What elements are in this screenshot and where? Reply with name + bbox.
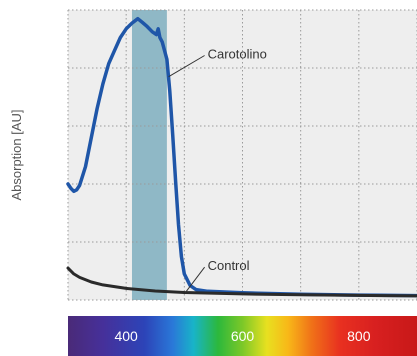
y-axis-label: Absorption [AU] bbox=[9, 109, 24, 200]
gridlines bbox=[67, 9, 417, 301]
x-tick-label: 400 bbox=[114, 328, 138, 344]
carotolino-leader-line bbox=[168, 55, 205, 78]
carotolino-annotation: Carotolino bbox=[208, 47, 267, 62]
series-lines bbox=[66, 16, 417, 298]
spectrum-bar bbox=[68, 316, 417, 356]
carotolino-line bbox=[66, 16, 417, 298]
control-line bbox=[66, 266, 417, 298]
x-tick-label: 600 bbox=[231, 328, 255, 344]
x-tick-label: 800 bbox=[347, 328, 371, 344]
annotations: Carotolino Control bbox=[168, 47, 267, 293]
control-leader-line bbox=[185, 266, 205, 293]
x-tick-labels: 400 600 800 bbox=[114, 328, 370, 344]
control-annotation: Control bbox=[208, 258, 250, 273]
highlight-band bbox=[131, 10, 167, 300]
